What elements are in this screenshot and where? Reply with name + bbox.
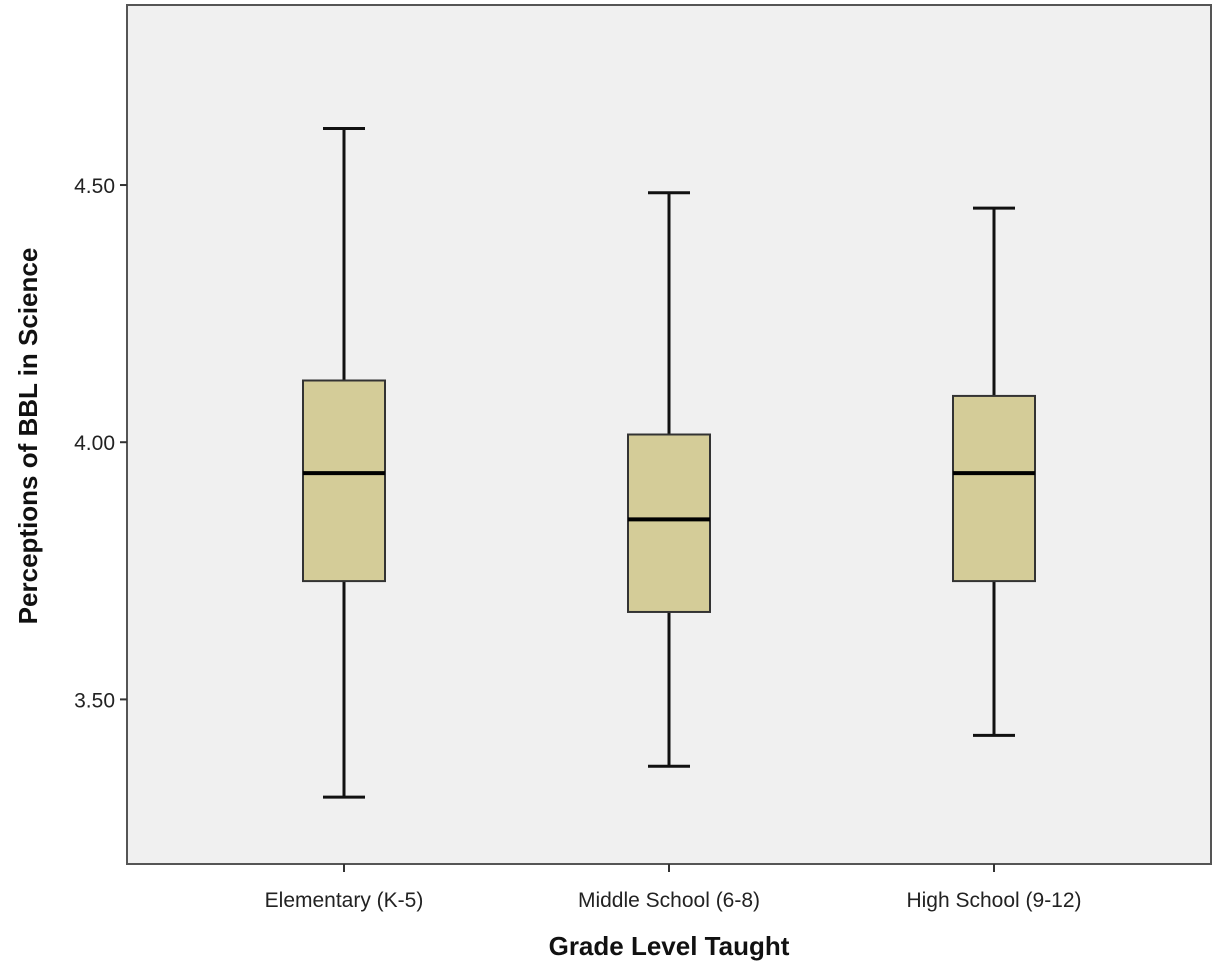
- iqr-box: [627, 433, 711, 613]
- y-axis: 3.50 4.00 4.50: [74, 175, 127, 712]
- box-group: [302, 126, 386, 799]
- y-tick-label: 3.50: [74, 689, 115, 712]
- y-tick-label: 4.00: [74, 432, 115, 455]
- x-tick-label: Middle School (6-8): [578, 889, 760, 912]
- y-axis-title: Perceptions of BBL in Science: [13, 248, 43, 625]
- box-group: [627, 191, 711, 768]
- x-tick-label: Elementary (K-5): [265, 889, 424, 912]
- x-tick-label: High School (9-12): [906, 889, 1081, 912]
- iqr-box: [952, 394, 1036, 583]
- x-axis-title: Grade Level Taught: [549, 931, 790, 961]
- iqr-box: [302, 379, 386, 583]
- chart-marks: [302, 126, 1036, 799]
- box-group: [952, 206, 1036, 737]
- x-axis: Elementary (K-5) Middle School (6-8) High …: [265, 864, 1082, 912]
- y-tick-label: 4.50: [74, 175, 115, 198]
